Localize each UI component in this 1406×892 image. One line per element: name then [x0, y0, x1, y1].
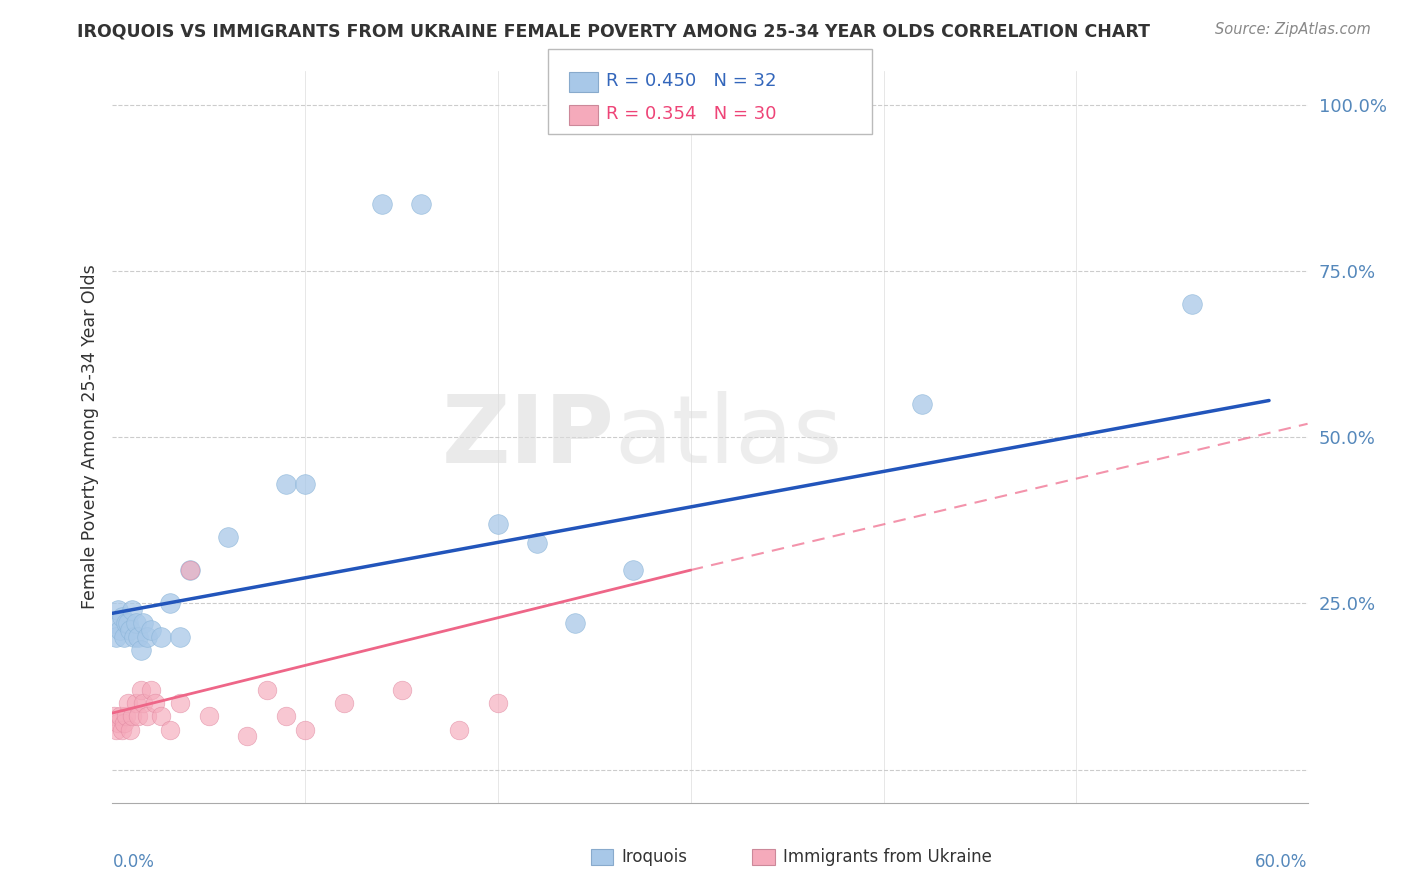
- Point: [449, 723, 471, 737]
- Point: [159, 723, 181, 737]
- Point: [108, 623, 131, 637]
- Point: [105, 723, 128, 737]
- Point: [103, 616, 125, 631]
- Text: 60.0%: 60.0%: [1256, 853, 1308, 871]
- Point: [274, 709, 297, 723]
- Point: [111, 609, 134, 624]
- Point: [371, 197, 394, 211]
- Point: [107, 716, 129, 731]
- Point: [139, 682, 162, 697]
- Point: [149, 630, 172, 644]
- Point: [112, 630, 135, 644]
- Text: R = 0.450   N = 32: R = 0.450 N = 32: [606, 72, 776, 90]
- Point: [103, 709, 125, 723]
- Text: IROQUOIS VS IMMIGRANTS FROM UKRAINE FEMALE POVERTY AMONG 25-34 YEAR OLDS CORRELA: IROQUOIS VS IMMIGRANTS FROM UKRAINE FEMA…: [77, 22, 1150, 40]
- Point: [217, 530, 239, 544]
- Point: [333, 696, 356, 710]
- Text: 0.0%: 0.0%: [112, 853, 155, 871]
- Point: [115, 709, 138, 723]
- Point: [391, 682, 413, 697]
- Point: [169, 630, 191, 644]
- Point: [131, 682, 153, 697]
- Point: [136, 709, 159, 723]
- Point: [108, 709, 131, 723]
- Point: [911, 397, 934, 411]
- Point: [1181, 297, 1204, 311]
- Point: [294, 723, 316, 737]
- Point: [122, 630, 145, 644]
- Point: [274, 476, 297, 491]
- Text: R = 0.354   N = 30: R = 0.354 N = 30: [606, 105, 776, 123]
- Text: Source: ZipAtlas.com: Source: ZipAtlas.com: [1215, 22, 1371, 37]
- Text: Immigrants from Ukraine: Immigrants from Ukraine: [783, 848, 993, 866]
- Point: [564, 616, 586, 631]
- Point: [124, 616, 146, 631]
- Text: ZIP: ZIP: [441, 391, 614, 483]
- Text: atlas: atlas: [614, 391, 842, 483]
- Point: [486, 516, 509, 531]
- Point: [127, 630, 149, 644]
- Point: [409, 197, 432, 211]
- Point: [136, 630, 159, 644]
- Point: [118, 623, 141, 637]
- Point: [149, 709, 172, 723]
- Point: [127, 709, 149, 723]
- Y-axis label: Female Poverty Among 25-34 Year Olds: Female Poverty Among 25-34 Year Olds: [80, 265, 98, 609]
- Point: [236, 729, 259, 743]
- Point: [107, 603, 129, 617]
- Point: [121, 603, 143, 617]
- Point: [115, 616, 138, 631]
- Point: [112, 716, 135, 731]
- Point: [621, 563, 644, 577]
- Point: [169, 696, 191, 710]
- Point: [121, 709, 143, 723]
- Point: [294, 476, 316, 491]
- Point: [198, 709, 221, 723]
- Point: [526, 536, 548, 550]
- Point: [111, 723, 134, 737]
- Point: [486, 696, 509, 710]
- Point: [124, 696, 146, 710]
- Point: [118, 723, 141, 737]
- Point: [159, 596, 181, 610]
- Point: [179, 563, 201, 577]
- Point: [132, 696, 155, 710]
- Text: Iroquois: Iroquois: [621, 848, 688, 866]
- Point: [105, 630, 128, 644]
- Point: [143, 696, 166, 710]
- Point: [139, 623, 162, 637]
- Point: [179, 563, 201, 577]
- Point: [117, 616, 139, 631]
- Point: [132, 616, 155, 631]
- Point: [131, 643, 153, 657]
- Point: [256, 682, 278, 697]
- Point: [117, 696, 139, 710]
